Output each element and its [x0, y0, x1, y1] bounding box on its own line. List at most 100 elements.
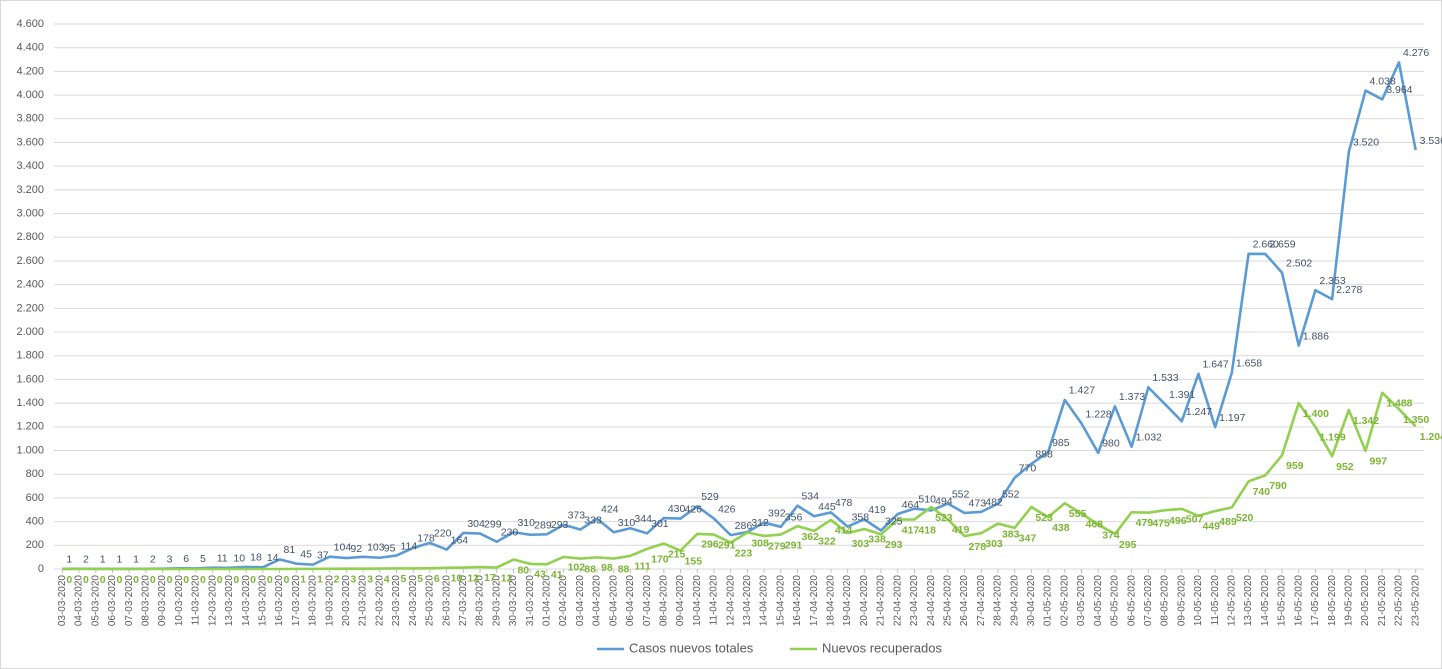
x-tick-label: 13-05-2020: [1243, 575, 1254, 627]
x-tick-label: 03-03-2020: [57, 575, 68, 627]
data-label: 3.520: [1353, 137, 1379, 149]
x-tick-label: 01-05-2020: [1043, 575, 1054, 627]
data-label: 414: [835, 525, 853, 537]
data-label: 223: [735, 547, 753, 559]
data-label: 552: [1002, 488, 1020, 500]
data-label: 6: [434, 573, 440, 585]
data-label: 374: [1102, 529, 1120, 541]
data-label: 980: [1102, 438, 1120, 450]
x-tick-label: 12-03-2020: [207, 575, 218, 627]
data-label: 478: [835, 497, 853, 509]
y-tick-label: 200: [26, 539, 44, 551]
data-label: 178: [417, 533, 435, 545]
data-label: 286: [735, 520, 753, 532]
data-label: 1.658: [1236, 357, 1262, 369]
x-tick-label: 22-05-2020: [1394, 575, 1405, 627]
x-tick-label: 08-03-2020: [141, 575, 152, 627]
data-label: 0: [233, 574, 239, 586]
data-label: 10: [451, 573, 463, 585]
data-label: 449: [1202, 521, 1220, 533]
data-label: 114: [401, 540, 418, 552]
data-label: 0: [116, 574, 122, 586]
data-label: 17: [484, 572, 496, 584]
x-tick-label: 30-03-2020: [508, 575, 519, 627]
data-label: 985: [1052, 437, 1070, 449]
data-label: 1: [300, 574, 306, 586]
x-tick-label: 28-04-2020: [993, 575, 1004, 627]
data-label: 3.536: [1420, 135, 1442, 147]
x-tick-label: 21-04-2020: [876, 575, 887, 627]
data-label: 338: [868, 534, 886, 546]
data-label: 1.488: [1386, 397, 1412, 409]
data-label: 555: [1069, 508, 1087, 520]
y-tick-label: 4.600: [16, 18, 44, 30]
x-tick-label: 02-04-2020: [558, 575, 569, 627]
x-tick-label: 20-04-2020: [859, 575, 870, 627]
data-label: 103: [367, 542, 385, 554]
data-label: 1.350: [1403, 414, 1429, 426]
data-label: 534: [801, 491, 819, 503]
data-label: 310: [618, 517, 636, 529]
x-tick-label: 05-05-2020: [1110, 575, 1121, 627]
data-label: 0: [200, 574, 206, 586]
data-label: 1: [100, 554, 106, 566]
data-label: 1: [116, 554, 122, 566]
data-label: 383: [1002, 528, 1020, 540]
data-label: 479: [1136, 517, 1154, 529]
x-tick-label: 22-03-2020: [374, 575, 385, 627]
data-label: 14: [267, 552, 279, 564]
y-tick-label: 3.600: [16, 136, 44, 148]
data-label: 997: [1370, 456, 1388, 468]
data-label: 43: [534, 569, 546, 581]
data-label: 520: [1236, 512, 1254, 524]
data-label: 1: [133, 554, 139, 566]
y-tick-label: 1.600: [16, 373, 44, 385]
data-label: 1.032: [1136, 432, 1162, 444]
y-tick-label: 4.400: [16, 42, 44, 54]
data-label: 6: [183, 553, 189, 565]
data-label: 289: [534, 520, 552, 532]
data-label: 92: [350, 543, 362, 555]
x-tick-label: 18-05-2020: [1327, 575, 1338, 627]
data-label: 1.342: [1353, 415, 1379, 427]
data-label: 510: [918, 493, 936, 505]
data-label: 468: [1086, 518, 1104, 530]
x-tick-label: 11-03-2020: [191, 575, 202, 626]
x-tick-label: 18-03-2020: [308, 575, 319, 627]
x-tick-label: 27-03-2020: [458, 575, 469, 627]
data-label: 1.204: [1420, 431, 1442, 443]
x-tick-label: 09-05-2020: [1176, 575, 1187, 627]
x-tick-label: 05-04-2020: [608, 575, 619, 627]
x-tick-label: 09-04-2020: [675, 575, 686, 627]
data-label: 426: [718, 503, 736, 515]
x-tick-label: 19-05-2020: [1343, 575, 1354, 627]
data-label: 312: [751, 517, 769, 529]
y-tick-label: 1.800: [16, 350, 44, 362]
data-label: 2.278: [1336, 284, 1362, 296]
data-label: 952: [1336, 461, 1354, 473]
data-label: 303: [852, 538, 870, 550]
x-tick-label: 30-04-2020: [1026, 575, 1037, 627]
data-label: 344: [634, 513, 652, 525]
data-label: 1.228: [1086, 408, 1112, 420]
data-label: 293: [551, 519, 569, 531]
y-tick-label: 2.800: [16, 231, 44, 243]
x-tick-label: 19-04-2020: [842, 575, 853, 627]
data-label: 552: [952, 488, 970, 500]
x-tick-label: 29-03-2020: [491, 575, 502, 627]
data-label: 392: [768, 507, 786, 519]
x-tick-label: 21-05-2020: [1377, 575, 1388, 627]
data-label: 0: [133, 574, 139, 586]
x-tick-label: 11-05-2020: [1210, 575, 1221, 626]
data-label: 1.247: [1186, 406, 1212, 418]
data-label: 12: [501, 572, 513, 584]
y-tick-label: 2.400: [16, 279, 44, 291]
data-label: 417: [902, 524, 920, 536]
data-label: 88: [618, 563, 630, 575]
x-tick-label: 10-05-2020: [1193, 575, 1204, 627]
y-tick-label: 3.000: [16, 207, 44, 219]
data-label: 1.886: [1303, 330, 1329, 342]
y-tick-label: 0: [38, 563, 44, 575]
data-label: 418: [918, 524, 936, 536]
